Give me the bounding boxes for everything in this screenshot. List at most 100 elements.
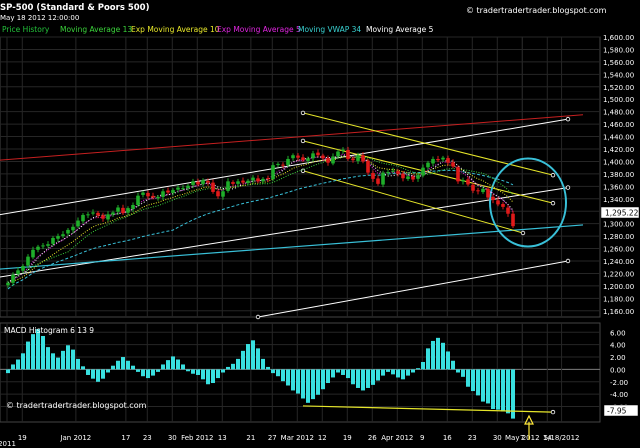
candle-body [466, 179, 470, 185]
macd-bar [481, 369, 485, 402]
price-tick-label: 1,340.00 [603, 196, 634, 204]
x-tick-label: 12 [318, 434, 327, 442]
x-tick-label: 26 [368, 434, 377, 442]
macd-title: MACD Histogram 6 13 9 [4, 326, 94, 335]
macd-bar [196, 369, 200, 375]
candle-body [221, 191, 225, 197]
candle-body [306, 158, 310, 161]
x-tick-label: 21 [246, 434, 255, 442]
candle-body [266, 178, 270, 180]
legend-ema10: Exp Moving Average 10 [131, 25, 220, 34]
candle-body [81, 214, 85, 222]
macd-bar [221, 369, 225, 373]
candle-body [406, 176, 410, 179]
x-tick-label: 27 [268, 434, 277, 442]
macd-bar [511, 369, 515, 419]
macd-bar [426, 348, 430, 370]
candle-body [196, 181, 200, 185]
macd-bar [186, 369, 190, 372]
candle-body [176, 187, 180, 190]
candle-body [241, 180, 245, 183]
x-tick-label: 16 [443, 434, 452, 442]
x-tick-label: 23 [143, 434, 152, 442]
x-tick-label: 19 [18, 434, 27, 442]
macd-bar [141, 369, 145, 377]
macd-bar [86, 369, 90, 375]
candle-body [226, 181, 230, 191]
price-tick-label: 1,500.00 [603, 96, 634, 104]
candle-body [506, 207, 510, 214]
candle-body [206, 180, 210, 183]
candle-body [486, 188, 490, 198]
candle-body [401, 173, 405, 179]
candle-body [46, 244, 50, 246]
macd-bar [26, 341, 30, 370]
x-tick-label: 30 [168, 434, 177, 442]
macd-bar [311, 369, 315, 400]
macd-bar [266, 366, 270, 370]
macd-bar [46, 347, 50, 370]
candle-body [21, 265, 25, 271]
legend: Price History Moving Average 13 Exp Movi… [2, 25, 434, 34]
macd-bar [411, 369, 415, 373]
macd-bar [321, 369, 325, 390]
candle-body [136, 195, 140, 205]
price-tick-label: 1,460.00 [603, 121, 634, 129]
highlight-ellipse [489, 157, 567, 248]
candle-body [91, 212, 95, 214]
candle-body [436, 158, 440, 161]
macd-bar [6, 369, 10, 374]
macd-bar [91, 369, 95, 379]
macd-bar [111, 365, 115, 370]
macd-bar [256, 348, 260, 370]
macd-bar [276, 369, 280, 377]
candle-body [321, 155, 325, 159]
candle-body [501, 204, 505, 207]
macd-bar [296, 369, 300, 394]
candle-body [356, 155, 360, 161]
legend-ma5: Moving Average 5 [366, 25, 434, 34]
macd-bar [66, 345, 70, 370]
candle-body [451, 162, 455, 167]
candle-body [431, 158, 435, 164]
candle-body [331, 156, 335, 164]
candle-body [116, 207, 120, 212]
macd-bar [61, 350, 65, 370]
ema10-line [7, 156, 514, 284]
price-panel-frame [0, 36, 601, 318]
ma13-line [7, 156, 514, 284]
candle-body [161, 191, 165, 197]
candle-body [476, 190, 480, 192]
x-tick-label: 13 [218, 434, 227, 442]
trendline-red [0, 114, 584, 161]
macd-bar [261, 358, 265, 370]
macd-tick-label: 2.00 [610, 354, 626, 362]
macd-bar [251, 340, 255, 370]
candle-body [256, 178, 260, 182]
candle-body [346, 149, 350, 159]
candle-body [296, 155, 300, 158]
macd-bar [421, 361, 425, 370]
candle-body [286, 158, 290, 166]
macd-bar [331, 369, 335, 378]
candle-body [186, 185, 190, 189]
price-axis: 1,600.00 1,580.00 1,560.00 1,540.00 1,520.00… [603, 34, 634, 316]
chart-date: May 18 2012 12:00:00 [0, 14, 79, 22]
candle-body [31, 249, 35, 258]
macd-bar [136, 369, 140, 372]
macd-bar [461, 369, 465, 377]
x-tick-label: 23 [468, 434, 477, 442]
candle-body [146, 192, 150, 197]
macd-bar [156, 369, 160, 372]
macd-bar [376, 369, 380, 381]
candle-body [271, 165, 275, 180]
macd-bar [326, 369, 330, 384]
candle-body [96, 212, 100, 216]
macd-tick-label: -2.00 [610, 379, 628, 387]
macd-bar [441, 342, 445, 370]
legend-ma13: Moving Average 13 [60, 25, 132, 34]
macd-bar [76, 358, 80, 370]
macd-bar [281, 369, 285, 382]
trendline-anchor [300, 110, 306, 116]
candle-body [481, 188, 485, 193]
